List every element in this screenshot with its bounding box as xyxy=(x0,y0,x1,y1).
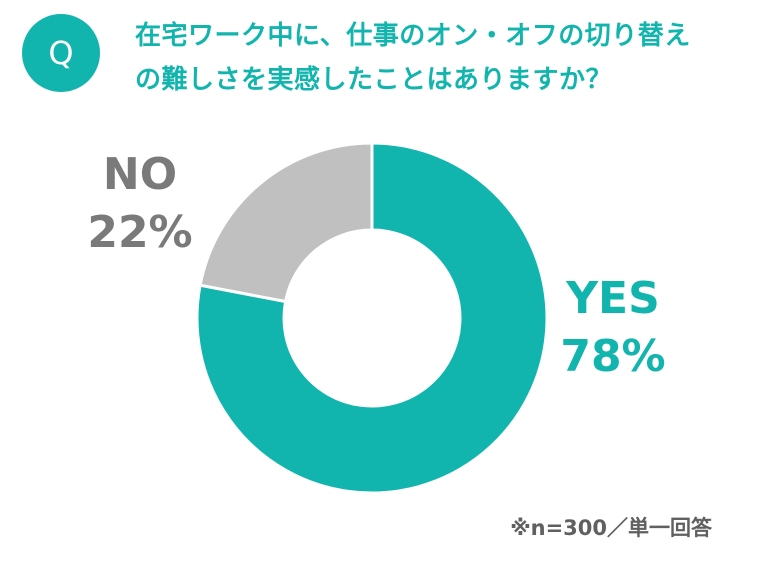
donut-slice-no xyxy=(198,141,374,304)
yes-slice-label: YES 78% xyxy=(548,270,678,386)
no-slice-label: NO 22% xyxy=(70,146,210,262)
donut-slice-yes xyxy=(195,141,549,495)
question-line-2: の難しさを実感したことはありますか？ xyxy=(135,65,613,95)
question-line-1: 在宅ワーク中に、仕事のオン・オフの切り替え xyxy=(135,21,691,51)
question-title: 在宅ワーク中に、仕事のオン・オフの切り替え の難しさを実感したことはありますか？ xyxy=(135,14,755,102)
yes-percent-label: 78% xyxy=(560,331,666,382)
sample-size-footnote: ※n=300／単一回答 xyxy=(510,516,712,540)
no-percent-label: 22% xyxy=(87,207,193,258)
question-badge-letter: Q xyxy=(48,34,74,72)
no-category-label: NO xyxy=(102,149,178,200)
yes-category-label: YES xyxy=(566,273,660,324)
question-badge: Q xyxy=(22,14,100,92)
